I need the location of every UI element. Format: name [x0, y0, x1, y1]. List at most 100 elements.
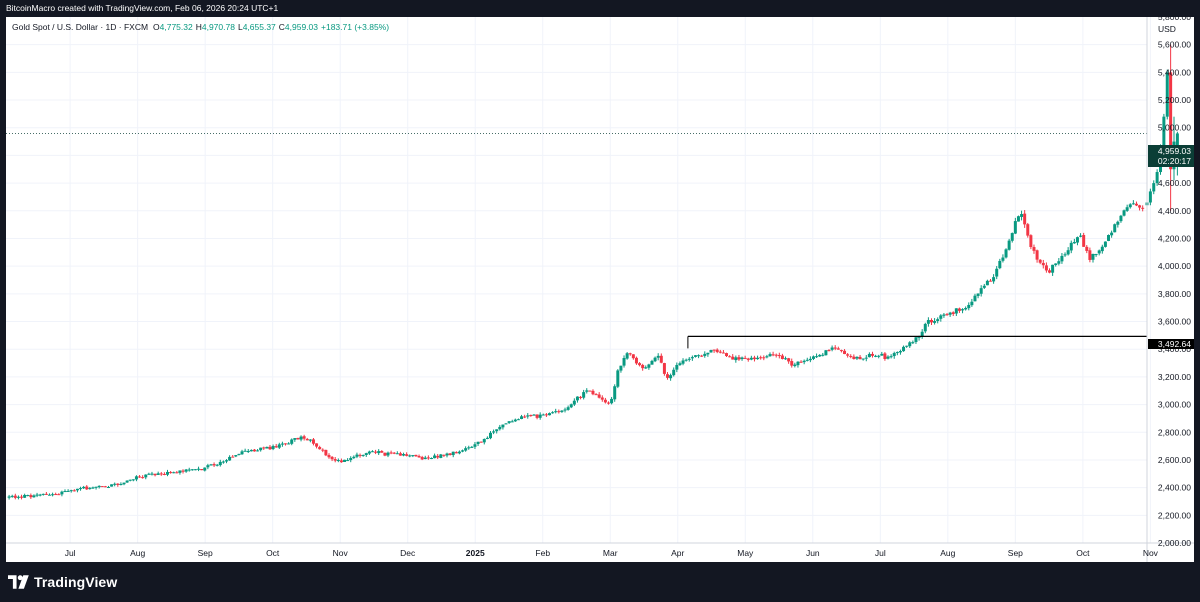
candle-body — [616, 370, 620, 387]
candle-body — [116, 483, 120, 485]
candle-body — [44, 493, 48, 495]
candle-body — [759, 357, 763, 359]
candle-body — [426, 457, 430, 459]
candle-body — [849, 356, 853, 358]
candle-body — [377, 451, 381, 454]
candle-body — [861, 358, 865, 360]
candle-body — [827, 350, 831, 352]
candle-body — [398, 453, 402, 456]
candle-body — [13, 495, 17, 498]
candle-body — [718, 351, 722, 353]
candle-body — [644, 367, 648, 369]
candle-body — [1169, 72, 1173, 170]
candle-body — [290, 439, 294, 444]
candle-body — [628, 353, 632, 355]
candle-body — [737, 357, 741, 360]
candle-body — [259, 447, 263, 451]
candle-body — [364, 453, 368, 455]
candle-body — [824, 350, 828, 356]
candle-body — [131, 479, 135, 481]
candle-body — [1079, 235, 1083, 237]
time-tick-label: Sep — [1008, 548, 1023, 558]
time-tick-label: Dec — [400, 548, 416, 558]
candle-body — [380, 450, 384, 453]
candle-body — [650, 360, 654, 365]
candle-body — [197, 468, 201, 470]
candle-body — [681, 360, 685, 364]
candle-body — [836, 348, 840, 350]
candle-body — [855, 356, 859, 359]
candle-body — [557, 411, 561, 413]
price-tick-label: 2,800.00 — [1158, 427, 1191, 437]
candle-body — [361, 455, 365, 457]
candle-body — [162, 473, 166, 475]
candle-body — [703, 353, 707, 356]
legend-low-label: L — [238, 22, 243, 32]
candle-body — [641, 364, 645, 369]
candle-body — [880, 353, 884, 356]
legend-ohlc: O4,775.32 H4,970.78 L4,655.37 C4,959.03 +183… — [153, 22, 389, 32]
candle-body — [35, 494, 39, 496]
candle-body — [700, 355, 704, 357]
time-tick-label: Nov — [333, 548, 349, 558]
candle-body — [843, 350, 847, 355]
candle-body — [454, 452, 458, 454]
candle-body — [113, 483, 117, 485]
candle-body — [339, 460, 343, 463]
candle-body — [1010, 233, 1014, 241]
time-tick-label: Feb — [535, 548, 550, 558]
candle-body — [26, 495, 30, 497]
time-tick-label: 2025 — [466, 548, 485, 558]
candle-body — [218, 461, 222, 466]
candle-body — [367, 451, 371, 454]
price-chart[interactable]: Gold Spot / U.S. Dollar · 1D · FXCM O4,7… — [6, 12, 1194, 562]
candle-body — [662, 363, 666, 374]
candle-body — [653, 357, 657, 362]
candle-body — [985, 280, 989, 286]
candle-body — [998, 260, 1002, 269]
candle-body — [1148, 191, 1152, 203]
candle-body — [187, 469, 191, 471]
candle-body — [287, 443, 291, 445]
candle-body — [600, 397, 604, 400]
candle-body — [495, 429, 499, 432]
candle-body — [625, 353, 629, 359]
candle-body — [501, 424, 505, 428]
candle-body — [1162, 116, 1166, 148]
candle-body — [330, 456, 334, 460]
candle-body — [38, 494, 42, 496]
candle-body — [1165, 72, 1169, 117]
candle-body — [1100, 246, 1104, 252]
candle-body — [964, 307, 968, 310]
candle-body — [308, 439, 312, 441]
candle-body — [917, 336, 921, 338]
candle-body — [268, 446, 272, 450]
candle-body — [1116, 221, 1120, 225]
candle-body — [569, 404, 573, 408]
candle-body — [920, 331, 924, 337]
candle-body — [1128, 204, 1132, 208]
candle-body — [147, 473, 151, 475]
candle-body — [293, 438, 297, 440]
candle-body — [141, 477, 145, 479]
candle-body — [669, 375, 673, 379]
candle-body — [970, 301, 974, 306]
time-tick-label: Oct — [1076, 548, 1090, 558]
candle-body — [212, 464, 216, 466]
candle-body — [240, 451, 244, 455]
time-tick-label: May — [737, 548, 754, 558]
candle-body — [594, 394, 598, 396]
price-tick-label: 5,400.00 — [1158, 67, 1191, 77]
candle-body — [85, 486, 89, 490]
legend-close-label: C — [279, 22, 285, 32]
candle-body — [47, 494, 51, 496]
tradingview-logo[interactable]: TradingView — [8, 574, 117, 590]
candle-body — [249, 449, 253, 452]
candle-body — [1016, 216, 1020, 222]
price-tick-label: 5,200.00 — [1158, 95, 1191, 105]
candle-body — [315, 443, 319, 447]
candle-body — [787, 358, 791, 362]
candle-body — [352, 456, 356, 459]
candle-body — [228, 456, 232, 461]
candle-body — [284, 443, 288, 445]
